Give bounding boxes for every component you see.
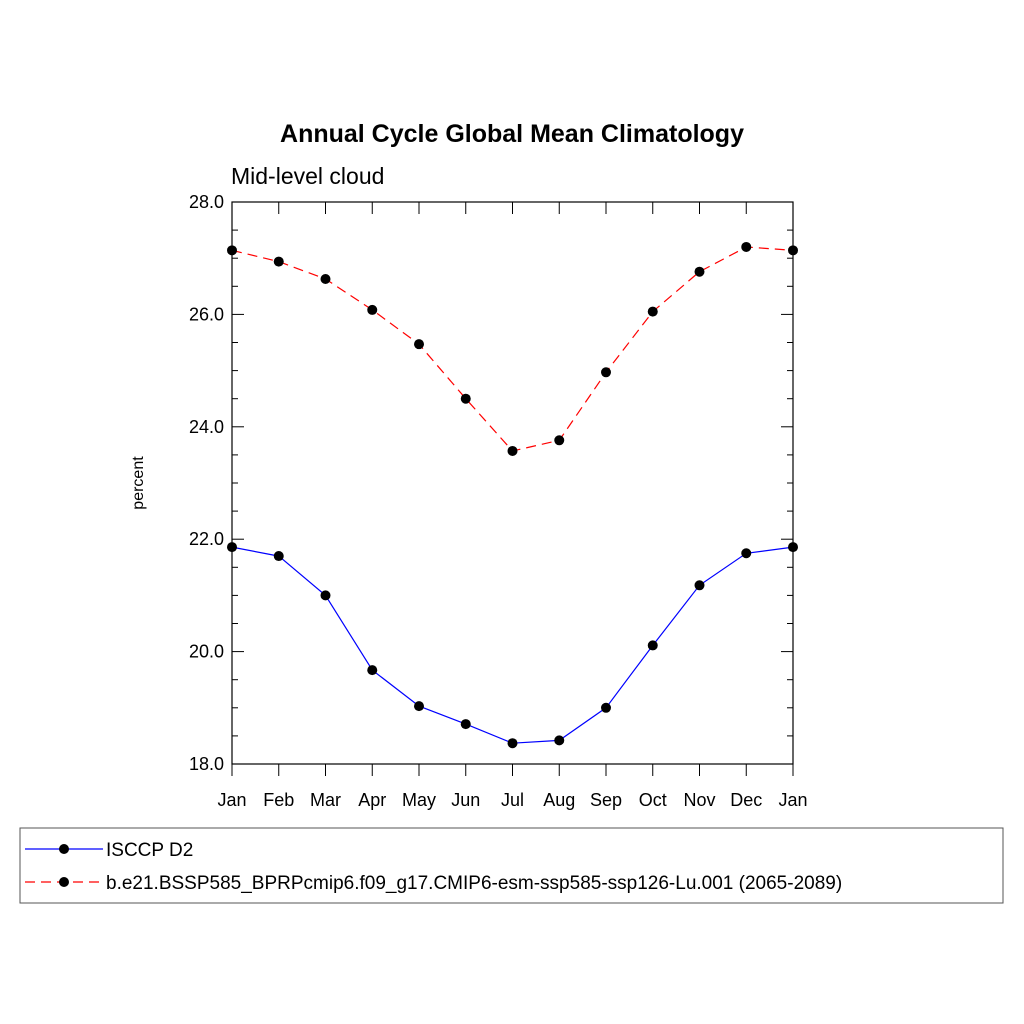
data-point-series-1 <box>460 393 471 404</box>
x-tick-label: Feb <box>263 790 294 810</box>
chart-title: Annual Cycle Global Mean Climatology <box>280 120 744 148</box>
x-tick-label: Jan <box>217 790 246 810</box>
series-line-0 <box>231 546 794 744</box>
data-point-series-1 <box>788 245 798 256</box>
y-tick-label: 26.0 <box>189 304 224 324</box>
legend-label-0: ISCCP D2 <box>106 840 193 861</box>
data-point-series-1 <box>320 273 331 284</box>
data-point-series-0 <box>554 735 565 746</box>
data-point-series-0 <box>741 548 752 559</box>
data-point-series-0 <box>788 542 798 553</box>
x-tick-label: Oct <box>639 790 667 810</box>
y-tick-label: 18.0 <box>189 754 224 774</box>
data-point-series-0 <box>507 738 518 749</box>
data-point-series-0 <box>460 719 471 730</box>
data-point-series-0 <box>647 640 658 651</box>
data-point-series-1 <box>227 245 237 256</box>
legend-label-1: b.e21.BSSP585_BPRPcmip6.f09_g17.CMIP6-es… <box>106 873 842 894</box>
data-point-series-1 <box>507 445 518 456</box>
data-point-series-1 <box>273 256 284 267</box>
legend-box <box>19 827 1004 904</box>
data-point-series-0 <box>414 701 424 712</box>
data-point-series-1 <box>414 339 424 350</box>
series-line-1 <box>231 246 794 452</box>
data-point-series-1 <box>647 306 658 317</box>
x-tick-label: Nov <box>683 790 715 810</box>
x-tick-label: Dec <box>730 790 762 810</box>
y-tick-label: 22.0 <box>189 529 224 549</box>
x-tick-label: Mar <box>310 790 341 810</box>
data-point-series-0 <box>273 551 284 562</box>
y-tick-label: 28.0 <box>189 192 224 212</box>
data-point-series-0 <box>601 702 611 713</box>
x-tick-label: Jun <box>451 790 480 810</box>
data-point-series-0 <box>320 590 331 601</box>
y-tick-label: 20.0 <box>189 642 224 662</box>
data-point-series-1 <box>601 367 611 378</box>
data-point-series-1 <box>741 241 752 252</box>
x-tick-label: Jul <box>501 790 524 810</box>
y-axis-label: percent <box>130 456 147 510</box>
data-point-series-1 <box>367 304 378 315</box>
legend: ISCCP D2 b.e21.BSSP585_BPRPcmip6.f09_g17.… <box>19 827 1004 904</box>
plot-area: 18.0 20.0 22.0 24.0 26.0 28.0 Jan Feb Mar Apr May J… <box>189 192 808 810</box>
plot-frame <box>231 201 794 765</box>
data-point-series-0 <box>694 580 705 591</box>
chart-subtitle: Mid-level cloud <box>231 163 384 189</box>
x-tick-label: May <box>402 790 436 810</box>
x-tick-label: Jan <box>778 790 807 810</box>
y-tick-label: 24.0 <box>189 417 224 437</box>
x-tick-label: Sep <box>590 790 622 810</box>
x-tick-label: Apr <box>358 790 386 810</box>
legend-marker-1 <box>59 877 69 887</box>
data-point-series-0 <box>227 542 237 553</box>
data-point-series-1 <box>554 435 565 446</box>
data-point-series-1 <box>694 266 705 277</box>
data-point-series-0 <box>367 665 378 676</box>
legend-marker-0 <box>59 844 69 854</box>
x-tick-label: Aug <box>543 790 575 810</box>
